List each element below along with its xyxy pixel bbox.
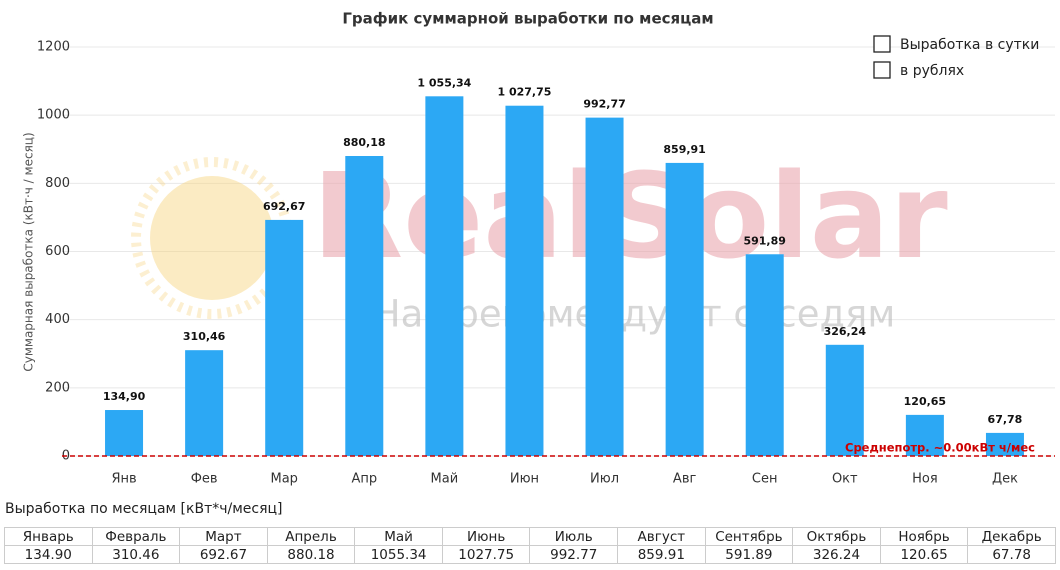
table-cell: 120.65 [879,545,969,564]
data-label: 992,77 [583,98,625,111]
x-tick-label: Июл [590,472,619,487]
x-tick-label: Окт [832,472,858,487]
y-tick-label: 1000 [37,108,70,123]
data-label: 591,89 [743,234,785,247]
y-tick-label: 400 [45,312,70,327]
data-label: 326,24 [824,325,867,338]
bar [505,105,544,456]
checkbox[interactable] [873,35,891,53]
table-cell: Ноябрь [879,527,969,546]
bar [745,254,784,456]
bar [825,344,864,456]
table-cell: Апрель [266,527,356,546]
table-cell: 591.89 [704,545,794,564]
x-tick-label: Сен [752,472,778,487]
bar [265,219,304,456]
table-row: Январь Февраль Март Апрель Май Июнь Июль Август… [4,527,1056,546]
table-cell: 859.91 [617,545,706,564]
x-tick-label: Апр [351,472,377,487]
data-label: 120,65 [904,395,946,408]
table-cell: Декабрь [967,527,1056,546]
checkbox[interactable] [873,61,891,79]
table-cell: Февраль [91,527,181,546]
chart-title: График суммарной выработки по месяцам [342,10,713,28]
data-label: 310,46 [183,330,226,343]
data-label: 1 055,34 [417,76,471,89]
table-cell: 134.90 [4,545,93,564]
table-cell: Январь [4,527,93,546]
data-label: 67,78 [988,413,1023,426]
x-tick-label: Мар [270,472,297,487]
y-axis-label: Суммарная выработка (кВт·ч / месяц) [22,132,36,371]
bar [985,432,1024,456]
bar [585,117,624,456]
x-tick-label: Дек [992,472,1018,487]
table-cell: 992.77 [529,545,619,564]
bar [345,156,384,456]
data-table: Январь Февраль Март Апрель Май Июнь Июль Август… [4,527,1056,564]
watermark-sun [150,176,274,300]
table-cell: Июль [529,527,619,546]
table-row: 134.90 310.46 692.67 880.18 1055.34 1027.75 99… [4,545,1056,564]
y-tick-label: 800 [45,176,70,191]
table-cell: Март [179,527,268,546]
table-cell: 1027.75 [441,545,531,564]
data-label: 692,67 [263,200,305,213]
table-cell: 67.78 [967,545,1056,564]
x-tick-label: Май [431,472,459,487]
x-tick-label: Ноя [912,472,938,487]
table-cell: Август [617,527,706,546]
table-cell: Май [354,527,443,546]
x-tick-label: Фев [191,472,218,487]
bar [105,410,144,456]
x-tick-label: Авг [673,472,697,487]
watermark-title: RealSolar [312,147,947,285]
data-label: 1 027,75 [497,86,551,99]
table-cell: 326.24 [792,545,881,564]
table-title: Выработка по месяцам [кВт*ч/месяц] [5,501,283,517]
checkbox-label[interactable]: Выработка в сутки [900,37,1039,53]
table-cell: Октябрь [792,527,881,546]
checkbox-label[interactable]: в рублях [900,63,964,79]
y-tick-label: 1200 [37,40,70,55]
bar [425,96,464,457]
table-cell: Сентябрь [704,527,794,546]
table-cell: 692.67 [179,545,268,564]
data-label: 859,91 [663,143,705,156]
table-cell: 1055.34 [354,545,443,564]
average-label: Среднепотр. ~0.00кВт ч/мес [845,441,1035,455]
bar [905,414,944,456]
data-label: 134,90 [103,390,146,403]
bar [185,350,224,456]
data-label: 880,18 [343,136,385,149]
table-cell: 880.18 [266,545,356,564]
bar [665,162,704,456]
x-tick-label: Июн [510,472,539,487]
x-tick-label: Янв [111,472,136,487]
table-cell: 310.46 [91,545,181,564]
chart: RealSolar Нас рекомендуют соседям График… [22,10,1055,487]
y-tick-label: 600 [45,244,70,259]
table-cell: Июнь [441,527,531,546]
y-tick-label: 200 [45,380,70,395]
